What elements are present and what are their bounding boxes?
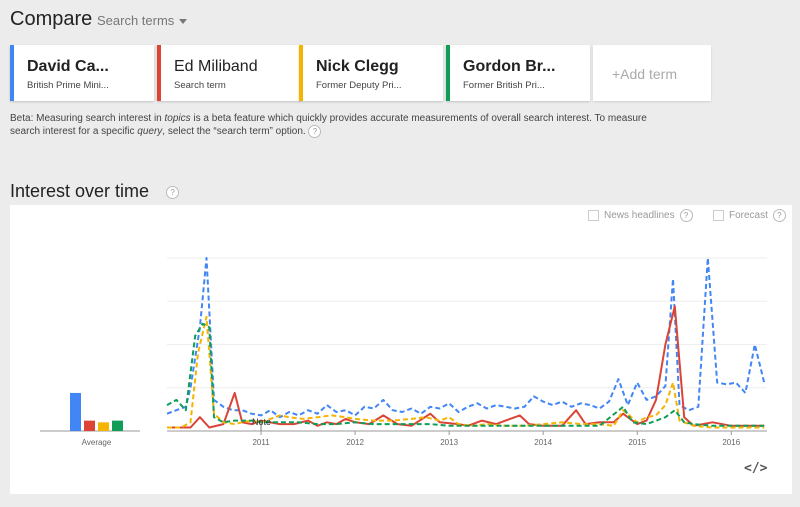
average-bar (84, 420, 95, 431)
x-tick-label: 2014 (534, 438, 552, 447)
term-title: Gordon Br... (463, 58, 556, 75)
beta-em-query: query (137, 126, 163, 138)
caret-down-icon (179, 19, 188, 24)
term-title: Ed Miliband (174, 58, 258, 75)
beta-text-2: is a beta feature which quickly provides… (10, 113, 647, 138)
average-label: Average (82, 438, 112, 447)
average-bar (112, 420, 123, 431)
forecast-checkbox[interactable] (713, 210, 724, 221)
section-title-text: Interest over time (10, 181, 150, 201)
beta-notice: Beta: Measuring search interest in topic… (10, 112, 650, 138)
average-bar (98, 422, 109, 431)
forecast-option[interactable]: Forecast ? (713, 209, 786, 222)
help-icon[interactable]: ? (772, 209, 786, 222)
term-subtitle: British Prime Mini... (27, 80, 109, 91)
beta-text-3: , select the “search term” option. (162, 126, 306, 138)
term-color-bar (157, 45, 161, 101)
average-bar (70, 392, 81, 431)
compare-title: Compare (10, 8, 93, 30)
section-title: Interest over time ? (10, 181, 180, 202)
chart-panel: Average 2011 2012 2013 2014 2015 2016 Note (10, 205, 792, 494)
embed-code-icon[interactable]: </> (744, 461, 768, 476)
forecast-label: Forecast (729, 210, 768, 221)
search-terms-dropdown[interactable]: Search terms (97, 13, 188, 28)
term-subtitle: Search term (174, 80, 226, 91)
help-icon[interactable]: ? (166, 185, 180, 199)
term-card-2[interactable]: Ed Miliband Search term (157, 45, 301, 101)
news-headlines-checkbox[interactable] (588, 210, 599, 221)
series-line (166, 322, 765, 427)
term-title: David Ca... (27, 58, 109, 75)
x-tick-label: 2013 (440, 438, 458, 447)
news-headlines-option[interactable]: News headlines ? (588, 209, 693, 222)
term-color-bar (299, 45, 303, 101)
search-terms-label: Search terms (97, 13, 175, 28)
note-label: Note (252, 417, 271, 427)
news-headlines-label: News headlines (604, 210, 675, 221)
help-icon[interactable]: ? (308, 125, 322, 138)
help-icon[interactable]: ? (679, 209, 693, 222)
x-tick-label: 2012 (346, 438, 364, 447)
term-subtitle: Former British Pri... (463, 80, 545, 91)
term-color-bar (10, 45, 14, 101)
term-title: Nick Clegg (316, 58, 399, 75)
beta-text-1: Beta: Measuring search interest in (10, 113, 165, 124)
add-term-button[interactable]: +Add term (593, 45, 711, 101)
interest-chart: Average 2011 2012 2013 2014 2015 2016 Note (40, 257, 767, 447)
term-card-1[interactable]: David Ca... British Prime Mini... (10, 45, 154, 101)
term-color-bar (446, 45, 450, 101)
series-line (166, 257, 766, 419)
term-card-3[interactable]: Nick Clegg Former Deputy Pri... (299, 45, 443, 101)
series-line (167, 315, 765, 429)
term-card-4[interactable]: Gordon Br... Former British Pri... (446, 45, 590, 101)
term-subtitle: Former Deputy Pri... (316, 80, 402, 91)
x-tick-label: 2011 (252, 438, 270, 447)
beta-em-topics: topics (164, 113, 191, 124)
add-term-label: +Add term (612, 66, 677, 82)
x-tick-label: 2015 (628, 438, 646, 447)
x-tick-label: 2016 (722, 438, 740, 447)
